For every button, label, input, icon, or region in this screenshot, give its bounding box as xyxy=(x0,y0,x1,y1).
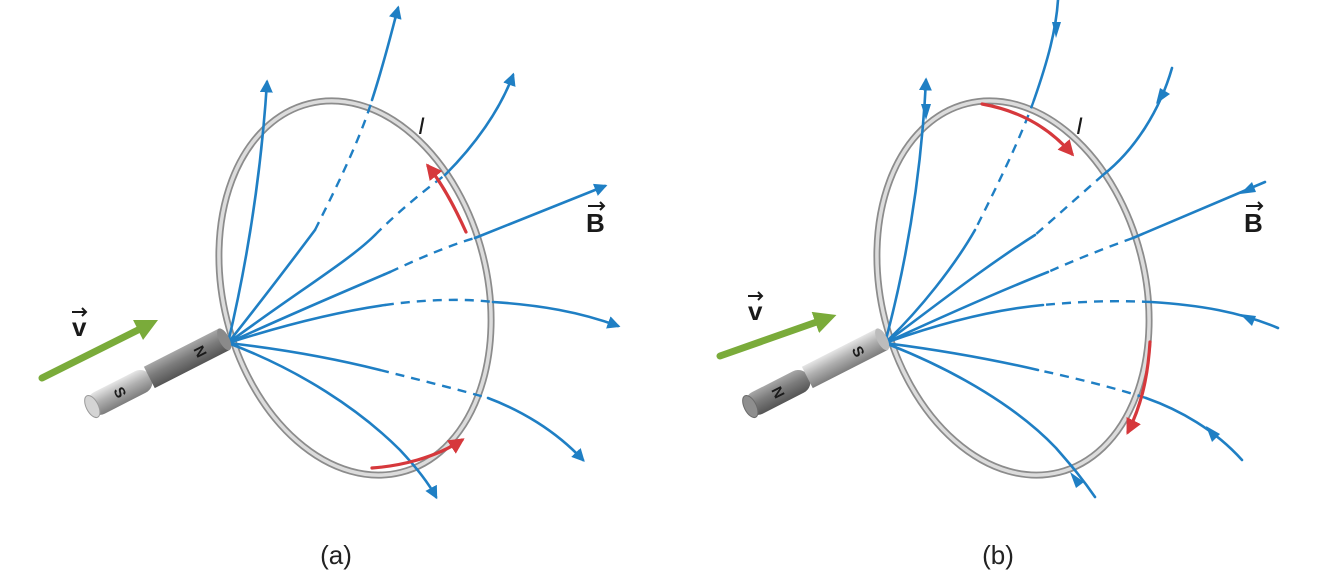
field-line-hidden xyxy=(1037,368,1147,400)
current-arrow xyxy=(426,163,468,234)
induced-current xyxy=(370,163,468,470)
panel-a: N S v I B (a) xyxy=(38,5,621,570)
magnet-near-end xyxy=(143,328,230,389)
field-line xyxy=(486,396,585,462)
field-line xyxy=(473,183,608,240)
field-line-hidden xyxy=(379,368,489,400)
conducting-loop xyxy=(215,97,495,479)
field-line xyxy=(226,270,392,345)
panel-b: S N v I B (b) xyxy=(716,0,1280,570)
velocity-arrow xyxy=(38,319,159,382)
arrowhead xyxy=(1206,426,1220,442)
field-line xyxy=(226,341,382,372)
field-line-hidden xyxy=(389,236,476,274)
field-line-hidden xyxy=(973,99,1036,231)
field-line xyxy=(1144,396,1244,462)
current-arrow xyxy=(980,102,1075,157)
magnet-far-end xyxy=(745,369,811,415)
field-line xyxy=(226,79,273,345)
velocity-vector-arrow-icon xyxy=(748,291,764,301)
field-line xyxy=(883,303,1045,345)
current-label: I xyxy=(1076,113,1083,140)
field-line xyxy=(226,303,387,345)
field-line xyxy=(226,228,317,345)
magnet-far-end xyxy=(87,369,153,415)
velocity-label: v xyxy=(748,296,763,326)
field-lines xyxy=(226,5,621,500)
field-line xyxy=(443,72,516,177)
bar-magnet: S N xyxy=(742,328,890,419)
field-line xyxy=(226,341,438,500)
field-line xyxy=(226,233,377,345)
field-label: B xyxy=(586,208,605,238)
field-line-hidden xyxy=(374,174,446,236)
field-line xyxy=(883,228,977,345)
bar-magnet: N S xyxy=(84,328,232,419)
field-line xyxy=(370,5,402,102)
current-label: I xyxy=(418,113,425,140)
velocity-label: v xyxy=(72,312,87,342)
current-arrow xyxy=(1126,340,1152,435)
velocity-vector-arrow-icon xyxy=(72,307,88,317)
induced-current xyxy=(980,102,1152,435)
field-line xyxy=(491,300,621,329)
field-vector-arrow-icon xyxy=(1246,201,1264,211)
field-vector-arrow-icon xyxy=(588,201,606,211)
field-line-hidden xyxy=(1042,299,1152,307)
field-line xyxy=(883,341,1040,372)
field-lines xyxy=(883,0,1280,499)
magnet-near-end xyxy=(801,328,888,389)
caption-b: (b) xyxy=(982,540,1014,570)
field-line xyxy=(1032,0,1060,102)
arrowhead xyxy=(1240,314,1256,326)
field-line xyxy=(883,341,1097,499)
field-line xyxy=(1101,66,1174,177)
conducting-loop xyxy=(873,97,1153,479)
field-line xyxy=(883,270,1050,345)
arrowhead xyxy=(921,104,931,120)
field-direction-arrows xyxy=(921,22,1256,488)
field-line-hidden xyxy=(1047,236,1134,274)
arrowhead xyxy=(1156,88,1170,104)
field-line-hidden xyxy=(313,99,374,231)
arrowhead xyxy=(1240,182,1256,194)
current-arrow xyxy=(370,438,465,470)
field-line xyxy=(883,77,932,345)
arrowhead xyxy=(1070,472,1084,488)
field-line xyxy=(1149,300,1280,330)
field-label: B xyxy=(1244,208,1263,238)
field-line xyxy=(883,233,1037,345)
arrowhead xyxy=(1052,22,1061,38)
field-line-hidden xyxy=(1034,174,1104,236)
caption-a: (a) xyxy=(320,540,352,570)
velocity-arrow xyxy=(716,311,837,360)
field-line-hidden xyxy=(384,298,494,307)
